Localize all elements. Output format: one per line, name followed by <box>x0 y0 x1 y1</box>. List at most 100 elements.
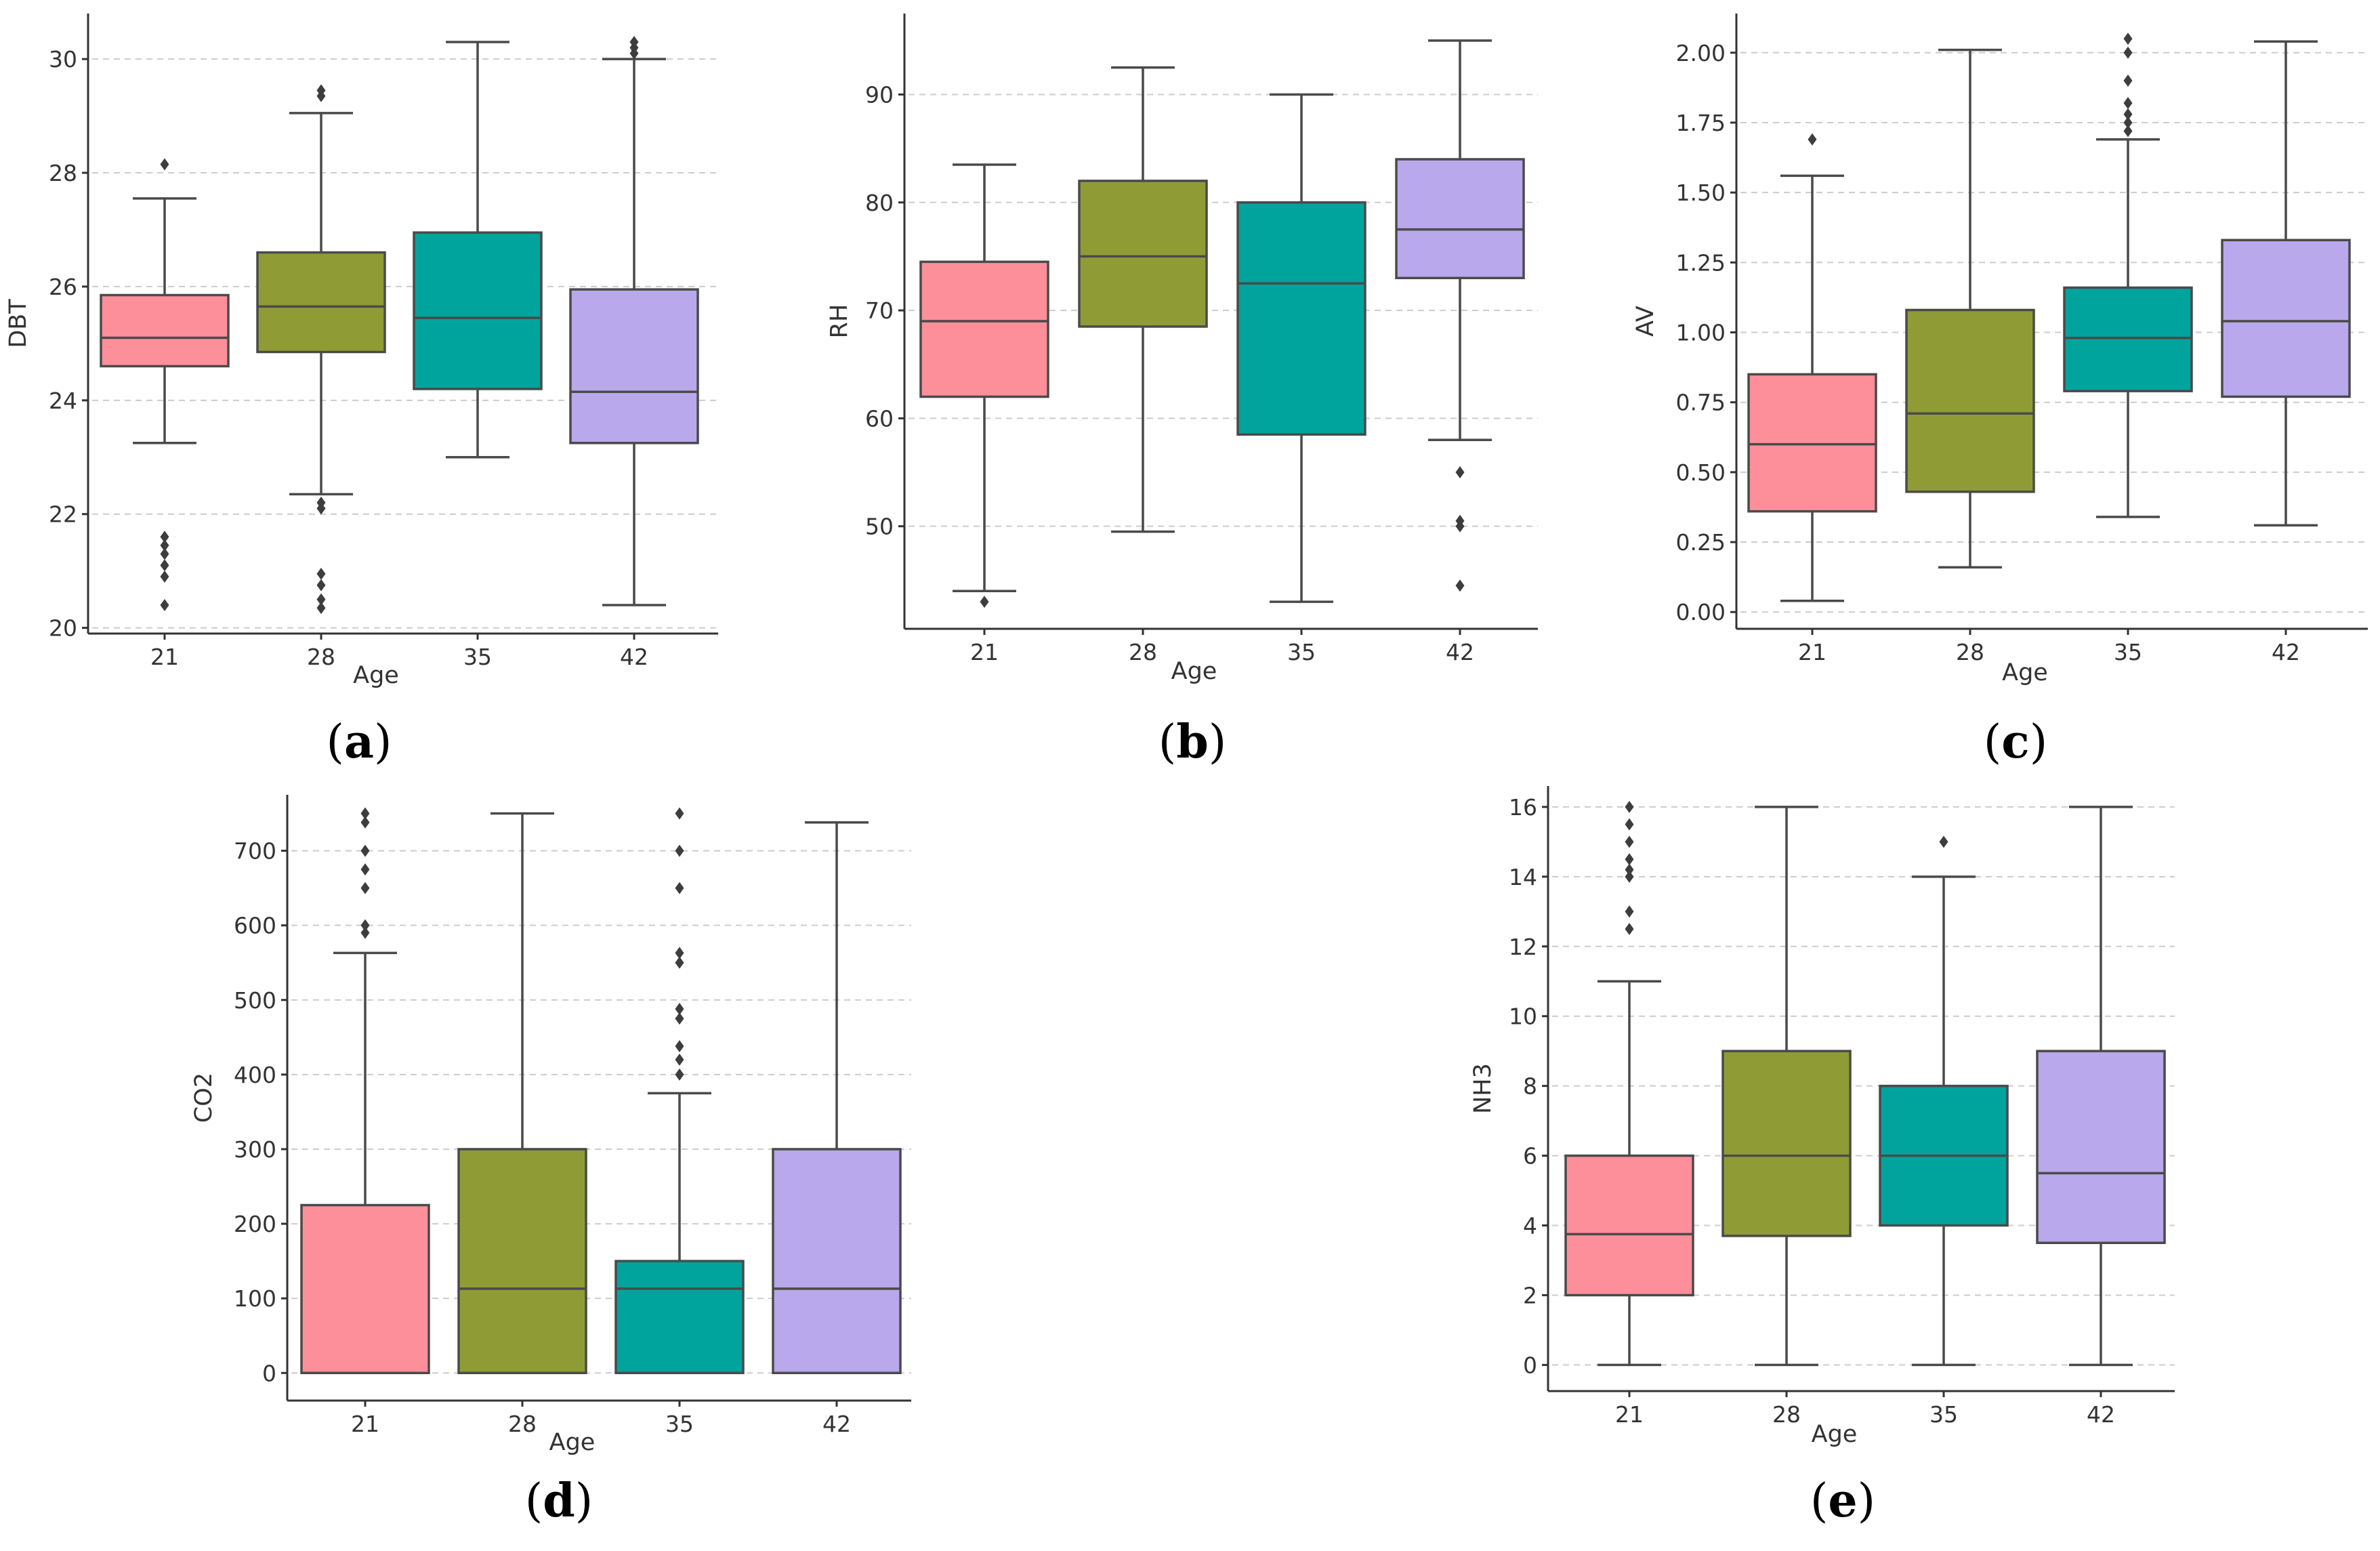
box-21 <box>1564 1154 1694 1297</box>
outlier-point <box>675 956 684 969</box>
outlier-point <box>1625 923 1634 936</box>
y-tick-label: 28 <box>49 160 77 186</box>
x-tick-label: 42 <box>2272 639 2300 665</box>
outlier-point <box>1625 905 1634 918</box>
x-axis-label: Age <box>1812 1421 1858 1448</box>
outlier-point <box>316 579 326 592</box>
outlier-point <box>160 158 169 171</box>
outlier-point <box>316 593 326 606</box>
y-tick-label: 30 <box>49 46 77 73</box>
outlier-point <box>160 547 169 560</box>
x-tick-label: 35 <box>1287 639 1316 665</box>
x-tick-label: 28 <box>1956 639 1984 665</box>
chart-panel-d: 0 100 200 300 400 500 600 700 21 28 35 42 Age CO2 (d) <box>190 795 911 1528</box>
outlier-point <box>160 571 169 583</box>
outlier-point <box>316 602 326 615</box>
x-tick-label: 28 <box>307 644 335 670</box>
y-tick-label: 90 <box>865 81 894 108</box>
y-tick-label: 10 <box>1509 1004 1537 1030</box>
outlier-point <box>1455 520 1465 533</box>
x-axis-label: Age <box>2002 659 2048 686</box>
y-axis-label: RH <box>826 304 853 339</box>
outlier-point <box>2123 75 2133 87</box>
outlier-point <box>1625 853 1634 866</box>
outlier-point <box>1939 835 1948 848</box>
x-tick-label: 42 <box>1446 639 1474 665</box>
outlier-point <box>160 559 169 572</box>
box-28 <box>1721 1050 1852 1237</box>
x-tick-label: 28 <box>1129 639 1157 665</box>
box-42 <box>2221 239 2351 398</box>
outlier-point <box>2123 116 2133 129</box>
y-tick-label: 100 <box>234 1285 276 1312</box>
chart-panel-c: 0.00 0.25 0.50 0.75 1.00 1.25 1.50 1.75 2.00 21 28… <box>1632 14 2368 769</box>
x-tick-label: 35 <box>665 1411 694 1437</box>
outlier-point <box>675 807 684 820</box>
x-tick-label: 21 <box>1798 639 1826 665</box>
box-42 <box>569 288 699 444</box>
outlier-point <box>360 816 370 829</box>
panel-caption: (e) <box>1810 1474 1875 1528</box>
x-axis-label: Age <box>1171 658 1217 685</box>
x-tick-label: 35 <box>1929 1401 1958 1428</box>
outlier-point <box>1625 818 1634 831</box>
box-42 <box>2036 1050 2166 1245</box>
outlier-point <box>2123 108 2133 121</box>
y-tick-label: 0.75 <box>1676 390 1726 416</box>
box-35 <box>413 231 543 390</box>
outlier-point <box>675 1002 684 1015</box>
outlier-point <box>360 919 370 932</box>
x-tick-label: 42 <box>2087 1401 2115 1428</box>
x-tick-label: 21 <box>150 644 179 670</box>
y-tick-label: 2.00 <box>1676 40 1726 66</box>
outlier-point <box>2123 46 2133 59</box>
outlier-point <box>160 599 169 612</box>
box-42 <box>772 1148 902 1375</box>
y-tick-label: 6 <box>1523 1143 1537 1170</box>
y-tick-label: 26 <box>49 274 77 300</box>
y-tick-label: 500 <box>234 987 276 1014</box>
x-tick-label: 35 <box>463 644 492 670</box>
box-35 <box>614 1260 745 1375</box>
chart-panel-a: 20 22 24 26 28 30 21 28 35 42 Age DBT (a) <box>5 14 718 769</box>
y-tick-label: 4 <box>1523 1213 1537 1239</box>
box-28 <box>457 1148 587 1375</box>
y-tick-label: 700 <box>234 838 276 865</box>
panel-caption: (b) <box>1158 715 1227 769</box>
x-tick-label: 21 <box>351 1411 379 1437</box>
x-tick-label: 28 <box>508 1411 537 1437</box>
panel-caption: (d) <box>525 1474 593 1528</box>
outlier-point <box>316 567 326 580</box>
outlier-point <box>2123 125 2133 138</box>
y-tick-label: 24 <box>49 388 77 414</box>
box-21 <box>300 1203 430 1375</box>
outlier-point <box>629 47 639 60</box>
y-axis-label: AV <box>1632 306 1659 337</box>
y-tick-label: 0.25 <box>1676 529 1726 556</box>
outlier-point <box>675 1053 684 1066</box>
y-tick-label: 14 <box>1509 864 1537 890</box>
outlier-point <box>675 844 684 857</box>
panel-caption: (c) <box>1984 715 2047 769</box>
y-tick-label: 600 <box>234 913 276 939</box>
outlier-point <box>160 531 169 543</box>
box-28 <box>1078 180 1208 328</box>
y-tick-label: 50 <box>865 514 894 540</box>
x-tick-label: 35 <box>2114 639 2142 665</box>
outlier-point <box>675 947 684 959</box>
outlier-point <box>360 926 370 939</box>
box-35 <box>2063 286 2193 392</box>
chart-panel-b: 50 60 70 80 90 21 28 35 42 Age RH (b) <box>826 14 1538 769</box>
outlier-point <box>675 1040 684 1053</box>
y-tick-label: 0.00 <box>1676 599 1726 625</box>
x-tick-label: 28 <box>1772 1401 1801 1428</box>
box-21 <box>100 293 230 368</box>
box-28 <box>256 251 386 354</box>
y-tick-label: 12 <box>1509 934 1537 960</box>
outlier-point <box>1455 579 1465 592</box>
x-tick-label: 42 <box>620 644 648 670</box>
box-35 <box>1236 201 1366 436</box>
box-28 <box>1905 308 2035 493</box>
y-tick-label: 1.50 <box>1676 180 1726 206</box>
